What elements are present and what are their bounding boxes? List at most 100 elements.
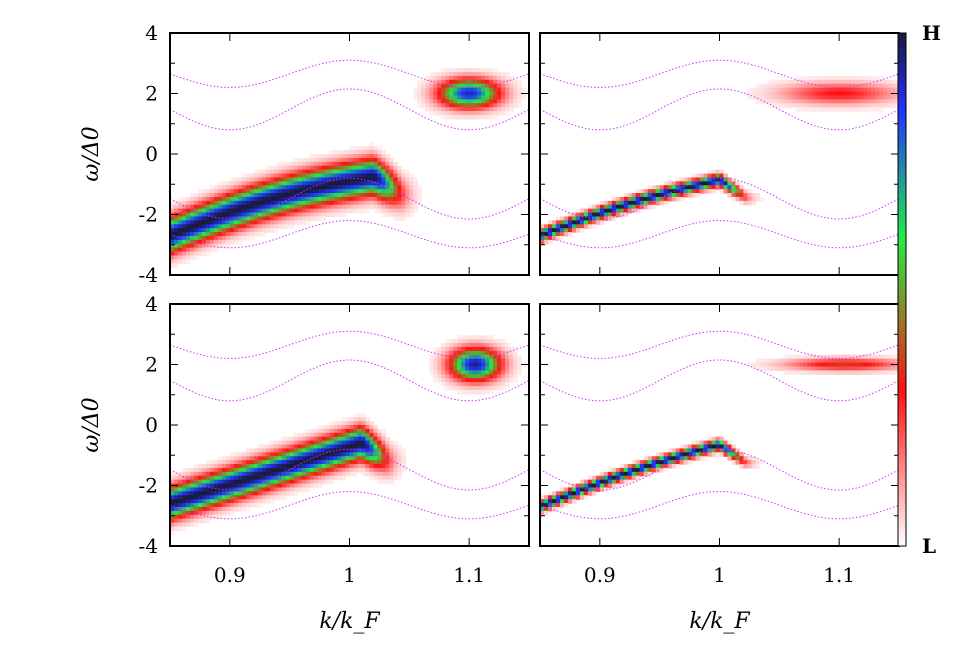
heatmap-cell [353,452,359,457]
heatmap-cell [321,200,327,206]
heatmap-cell [571,220,577,225]
heatmap-cell [245,475,251,481]
heatmap-cell [791,354,796,360]
heatmap-cell [867,107,872,112]
heatmap-cell [671,452,677,457]
heatmap-cell [647,185,653,190]
heatmap-cell [783,370,788,375]
heatmap-cell [197,518,203,524]
heatmap-cell [337,173,343,179]
heatmap-cell [743,189,749,194]
heatmap-cell [489,91,494,97]
heatmap-cell [583,495,589,500]
heatmap-cell [257,444,263,450]
heatmap-cell [321,460,327,465]
heatmap-cell [341,150,347,155]
heatmap-cell [863,107,868,112]
heatmap-cell [895,87,899,93]
heatmap-cell [277,165,283,171]
heatmap-cell [253,185,259,190]
heatmap-cell [369,452,375,457]
heatmap-cell [449,79,454,85]
heatmap-cell [209,228,215,233]
heatmap-cell [170,251,175,257]
heatmap-cell [543,228,549,233]
heatmap-cell [473,95,478,100]
heatmap-cell [357,432,363,438]
heatmap-cell [293,436,299,442]
heatmap-cell [201,212,207,218]
heatmap-cell [349,440,355,446]
heatmap-cell [835,362,840,368]
heatmap-cell [771,99,776,104]
heatmap-cell [225,467,231,473]
heatmap-cell [317,428,323,434]
heatmap-cell [441,75,446,81]
heatmap-cell [333,421,339,426]
heatmap-cell [473,91,478,97]
heatmap-cell [811,83,816,89]
heatmap-cell [229,471,235,477]
heatmap-cell [603,483,609,489]
heatmap-cell [373,456,379,461]
heatmap-cell [441,79,446,85]
heatmap-cell [465,370,470,375]
heatmap-cell [477,68,482,73]
heatmap-cell [493,87,498,93]
heatmap-cell [859,87,864,93]
heatmap-cell [623,464,629,469]
heatmap-cell [257,196,263,202]
heatmap-cell [285,165,291,171]
heatmap-cell [293,440,299,446]
heatmap-cell [261,196,267,202]
heatmap-cell [305,460,311,465]
heatmap-cell [823,354,828,360]
heatmap-cell [265,491,271,496]
heatmap-cell [551,224,557,229]
heatmap-cell [281,220,287,225]
heatmap-cell [253,464,259,469]
heatmap-cell [639,460,645,465]
heatmap-cell [811,362,816,368]
heatmap-cell [711,436,717,442]
heatmap-cell [213,491,219,496]
heatmap-cell [177,526,183,531]
heatmap-cell [385,436,390,442]
heatmap-cell [237,193,243,198]
heatmap-cell [859,103,864,108]
heatmap-cell [269,448,275,453]
heatmap-cell [493,95,498,100]
heatmap-cell [253,456,259,461]
heatmap-cell [229,452,235,457]
heatmap-cell [799,87,804,93]
heatmap-cell [213,189,219,194]
heatmap-cell [205,212,211,218]
heatmap-cell [321,193,327,198]
heatmap-cell [651,204,657,210]
heatmap-cell [329,150,335,155]
heatmap-cell [501,343,506,348]
heatmap-cell [509,87,514,93]
heatmap-cell [373,475,379,481]
heatmap-cell [469,114,474,120]
heatmap-cell [739,189,745,194]
heatmap-cell [193,506,199,512]
heatmap-cell [457,335,462,340]
heatmap-cell [289,212,295,218]
heatmap-cell [465,75,470,81]
heatmap-cell [803,87,808,93]
heatmap-cell [647,460,653,465]
heatmap-cell [579,224,585,229]
heatmap-cell [695,440,701,446]
heatmap-cell [775,91,780,97]
heatmap-cell [559,235,565,241]
heatmap-cell [540,503,545,508]
heatmap-cell [213,224,219,229]
heatmap-cell [257,456,263,461]
heatmap-cell [607,479,613,485]
heatmap-cell [859,79,864,85]
heatmap-cell [189,193,195,198]
heatmap-cell [213,479,219,485]
heatmap-cell [489,87,494,93]
heatmap-cell [835,370,840,375]
